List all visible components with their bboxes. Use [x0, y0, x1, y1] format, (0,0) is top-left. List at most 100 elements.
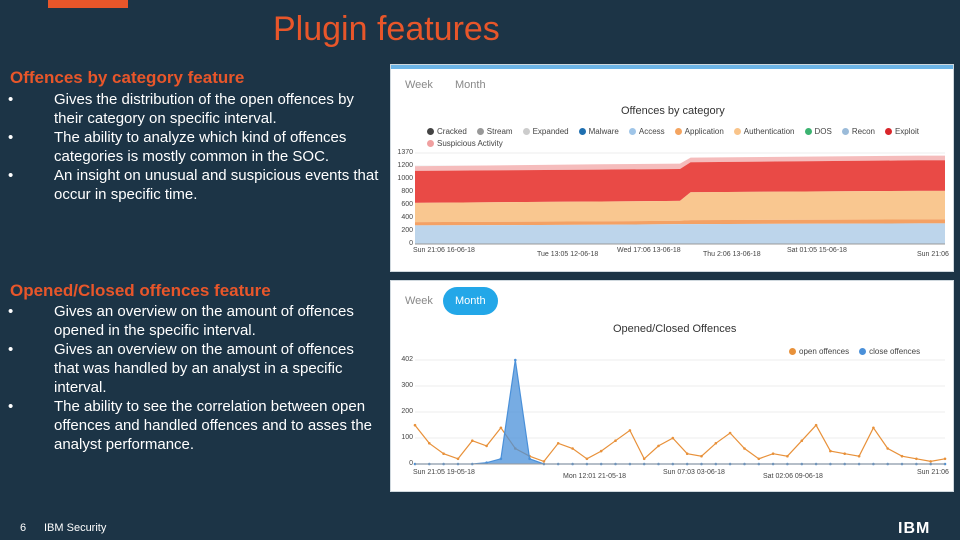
tab-week[interactable]: Week — [405, 295, 433, 307]
series-area-close-offences — [415, 360, 945, 464]
area-series-exploit[interactable] — [415, 160, 945, 203]
footer-brand: IBM Security — [44, 522, 107, 534]
x-tick-label: Mon 12:01 21-05-18 — [563, 473, 627, 480]
data-point[interactable] — [628, 429, 632, 432]
legend-label: DOS — [814, 127, 832, 136]
x-tick-label: Sun 21:06 16-06-18 — [413, 247, 475, 254]
x-tick-label: Sun 21:05 19-05-18 — [413, 469, 475, 476]
legend-label: Application — [684, 127, 724, 136]
data-point[interactable] — [642, 457, 646, 461]
area-series-access[interactable] — [415, 223, 945, 244]
data-point[interactable] — [485, 461, 488, 464]
data-point[interactable] — [843, 452, 846, 455]
y-tick-label: 1200 — [397, 162, 413, 169]
y-tick-label: 1000 — [397, 175, 413, 182]
y-tick-label: 400 — [401, 214, 413, 221]
data-point[interactable] — [886, 447, 889, 450]
data-point[interactable] — [786, 454, 789, 458]
data-point[interactable] — [929, 460, 932, 463]
section1-bullet: The ability to analyze which kind of off… — [8, 128, 380, 166]
data-point[interactable] — [614, 439, 617, 442]
legend-label: Malware — [588, 127, 619, 136]
legend-dot-icon — [804, 128, 812, 135]
tab-month[interactable]: Month — [443, 287, 498, 315]
data-point[interactable] — [771, 452, 775, 455]
data-point[interactable] — [471, 439, 474, 442]
legend-dot-icon — [427, 140, 434, 147]
data-point[interactable] — [757, 457, 761, 461]
data-point[interactable] — [943, 457, 947, 461]
legend-label: close offences — [869, 347, 921, 356]
data-point[interactable] — [556, 442, 560, 445]
legend-item[interactable]: Application — [674, 127, 724, 136]
data-point[interactable] — [499, 457, 503, 461]
data-point[interactable] — [915, 457, 918, 461]
x-tick-label: Sun 21:06 — [917, 469, 949, 476]
section2-bullet: Gives an overview on the amount of offen… — [8, 302, 380, 340]
y-tick-label: 800 — [401, 188, 413, 195]
x-tick-label: Wed 17:06 13-06-18 — [617, 247, 681, 254]
area-series-application[interactable] — [415, 219, 945, 226]
data-point[interactable] — [428, 442, 431, 445]
legend-dot-icon — [522, 128, 530, 135]
data-point[interactable] — [872, 426, 875, 430]
data-point[interactable] — [456, 457, 460, 461]
legend-dot-icon — [789, 348, 796, 355]
data-point[interactable] — [671, 436, 675, 440]
data-point[interactable] — [599, 449, 603, 453]
panel-top-border — [391, 65, 953, 69]
data-point[interactable] — [413, 423, 417, 427]
data-point[interactable] — [542, 460, 546, 463]
legend-item[interactable]: Exploit — [884, 127, 919, 136]
legend-item[interactable]: close offences — [859, 347, 920, 356]
data-point[interactable] — [728, 431, 732, 435]
data-point[interactable] — [485, 444, 488, 448]
chart1-plot — [415, 152, 945, 245]
data-point[interactable] — [900, 454, 904, 458]
data-point[interactable] — [829, 449, 832, 453]
legend-label: Exploit — [894, 127, 919, 136]
y-tick-label: 600 — [401, 201, 413, 208]
data-point[interactable] — [714, 442, 718, 445]
legend-item[interactable]: Expanded — [522, 127, 569, 136]
x-tick-label: Sat 01:05 15-06-18 — [787, 247, 847, 254]
data-point[interactable] — [743, 447, 746, 450]
data-point[interactable] — [657, 444, 660, 448]
chart1-legend: Cracked Stream Expanded Malware Access Applic… — [427, 127, 947, 148]
x-tick-label: Sun 21:06 — [917, 251, 949, 258]
data-point[interactable] — [857, 454, 861, 458]
section1-bullet: An insight on unusual and suspicious eve… — [8, 166, 380, 204]
accent-bar — [48, 0, 128, 8]
slide-title: Plugin features — [273, 10, 500, 48]
opened-closed-panel: Week Month Opened/Closed Offences open o… — [390, 280, 954, 492]
legend-item[interactable]: Authentication — [733, 127, 795, 136]
data-point[interactable] — [685, 452, 689, 455]
tab-week[interactable]: Week — [405, 79, 433, 91]
section2-bullet: The ability to see the correlation betwe… — [8, 397, 380, 454]
data-point[interactable] — [514, 358, 517, 362]
data-point[interactable] — [700, 454, 703, 458]
data-point[interactable] — [499, 426, 503, 430]
series-line-open-offences[interactable] — [414, 424, 946, 463]
legend-item[interactable]: Suspicious Activity — [427, 139, 503, 148]
data-point[interactable] — [571, 447, 574, 450]
legend-item[interactable]: Cracked — [427, 127, 467, 136]
data-point[interactable] — [585, 457, 589, 461]
legend-item[interactable]: DOS — [804, 127, 832, 136]
legend-item[interactable]: Malware — [578, 127, 619, 136]
section2-bullets: Gives an overview on the amount of offen… — [8, 302, 380, 454]
data-point[interactable] — [528, 457, 531, 461]
tab-month[interactable]: Month — [455, 79, 486, 91]
legend-item[interactable]: open offences — [789, 347, 849, 356]
area-series-suspicious-activity[interactable] — [415, 155, 945, 171]
legend-item[interactable]: Stream — [476, 127, 513, 136]
area-series-authentication[interactable] — [415, 190, 945, 223]
legend-item[interactable]: Access — [628, 127, 665, 136]
data-point[interactable] — [800, 439, 804, 442]
data-point[interactable] — [814, 423, 818, 427]
y-tick-label: 200 — [401, 227, 413, 234]
legend-item[interactable]: Recon — [841, 127, 875, 136]
y-tick-label: 100 — [401, 434, 413, 441]
section2-heading: Opened/Closed offences feature — [10, 281, 271, 300]
data-point[interactable] — [442, 452, 445, 455]
